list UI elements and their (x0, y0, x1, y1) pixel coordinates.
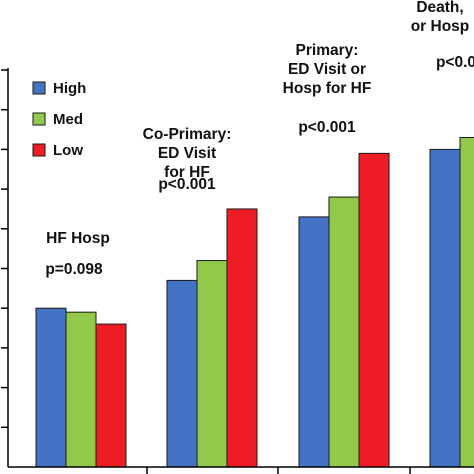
annotation-7-line-2: or Hosp (411, 18, 470, 35)
annotation-6-line-1: p<0.001 (298, 119, 356, 136)
annotation-4-line-1: p<0.001 (158, 176, 216, 193)
bar-low-2 (226, 208, 258, 468)
bar-med-2 (196, 260, 228, 468)
annotation-3-line-2: ED Visit (158, 145, 216, 162)
annotation-8-line-1: p<0.0 (436, 54, 474, 71)
bar-med-4 (459, 136, 474, 468)
annotation-5-line-3: Hosp for HF (283, 80, 372, 97)
bar-med-1 (65, 311, 97, 468)
legend-swatch-high (32, 81, 46, 95)
bar-low-3 (358, 152, 390, 468)
legend-swatch-low (32, 143, 46, 157)
legend: High Med Low (32, 80, 86, 159)
bar-med-3 (328, 196, 360, 468)
annotation-2-line-1: p=0.098 (45, 261, 103, 278)
legend-label-high: High (53, 80, 86, 97)
bar-high-1 (35, 307, 67, 468)
legend-swatch-med (32, 112, 46, 126)
bar-high-2 (166, 279, 198, 468)
bar-high-3 (298, 216, 330, 468)
bars-layer (35, 136, 474, 468)
legend-label-med: Med (53, 111, 83, 128)
annotation-3-line-3: for HF (164, 164, 210, 181)
annotation-5-line-2: ED Visit or (288, 61, 366, 78)
annotation-1-line-1: HF Hosp (46, 230, 110, 247)
bar-low-1 (95, 323, 127, 468)
annotation-3-line-1: Co-Primary: (143, 126, 232, 143)
annotation-7-line-1: Death, (416, 0, 463, 16)
axes-layer (1, 68, 474, 474)
bar-high-4 (429, 148, 461, 468)
annotation-5-line-1: Primary: (296, 42, 359, 59)
legend-label-low: Low (53, 142, 83, 159)
